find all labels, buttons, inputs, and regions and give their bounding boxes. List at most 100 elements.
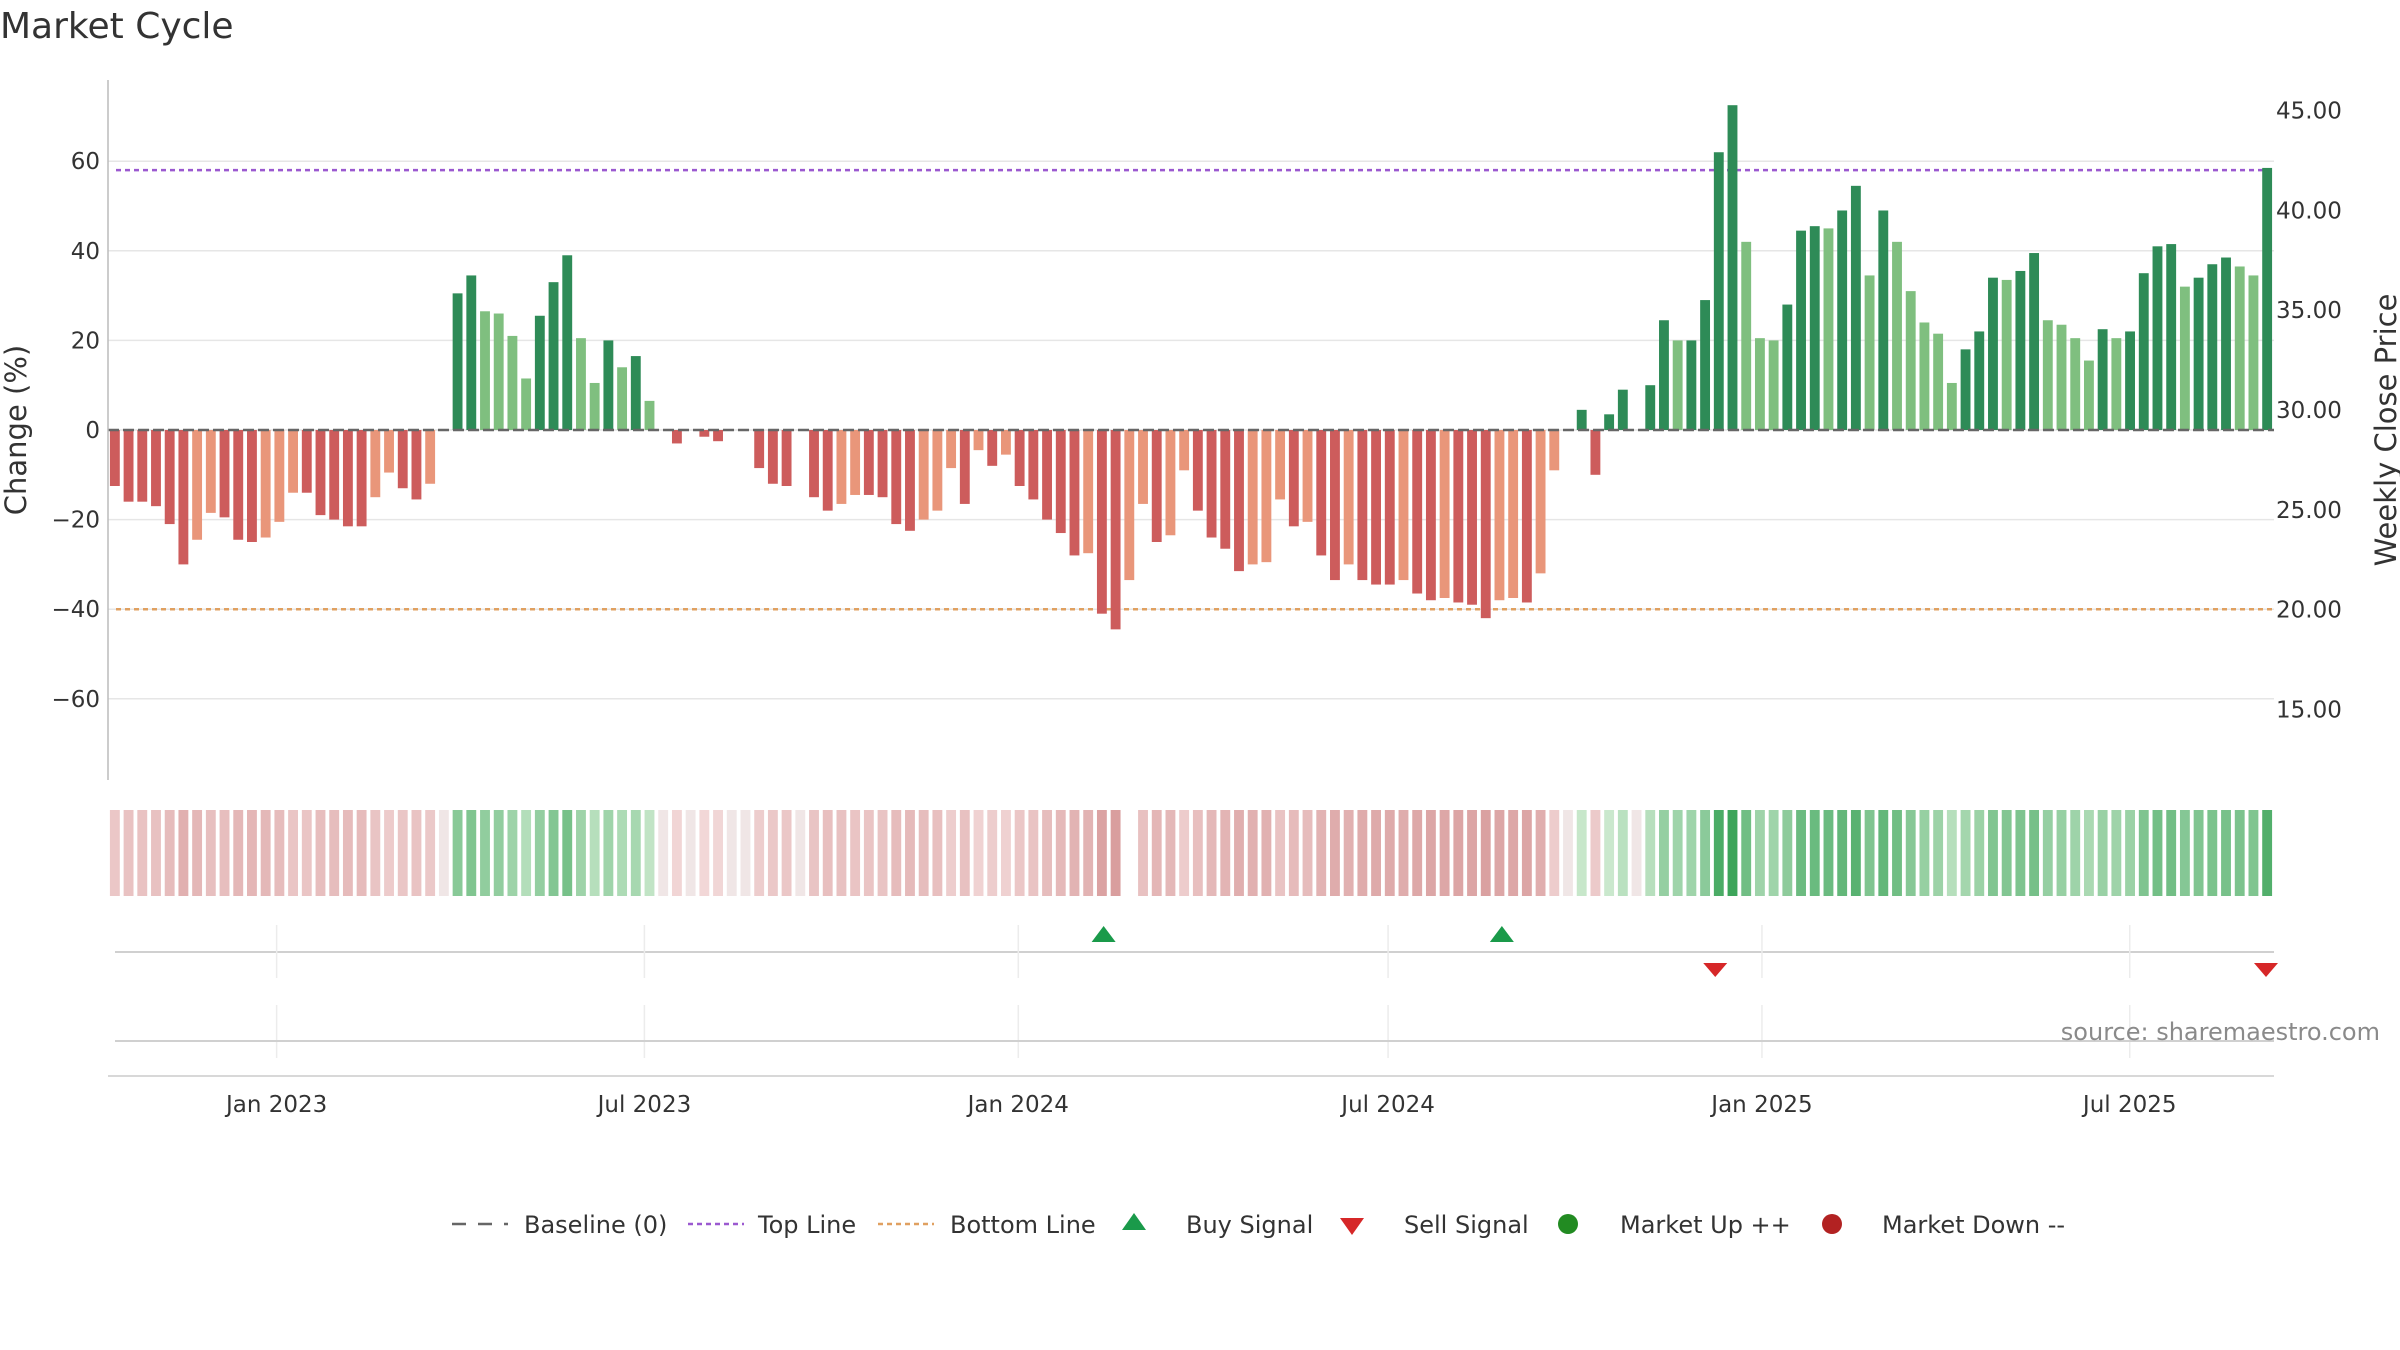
- bar: [1357, 430, 1368, 581]
- heat-cell: [959, 810, 970, 896]
- x-tick-label: Jul 2024: [1339, 1092, 1435, 1118]
- heat-cell: [192, 810, 203, 896]
- heat-cell: [685, 810, 696, 896]
- bar: [1988, 277, 1998, 430]
- bar: [2111, 338, 2122, 430]
- bar: [562, 255, 573, 430]
- bar: [1192, 430, 1203, 511]
- heat-cell: [850, 810, 861, 896]
- heat-cell: [1892, 810, 1902, 896]
- heat-cell: [2111, 810, 2122, 896]
- bar: [507, 335, 518, 430]
- heat-cell: [1261, 810, 1272, 896]
- bar: [1782, 304, 1793, 430]
- heat-cell: [809, 810, 819, 896]
- heat-cell: [1754, 810, 1765, 896]
- bar: [123, 430, 134, 502]
- heat-cell: [2042, 810, 2053, 896]
- bar: [397, 430, 408, 489]
- bar: [288, 430, 298, 493]
- legend: Baseline (0) Top Line Bottom Line Buy Signa…: [452, 1211, 2065, 1239]
- bar: [2001, 279, 2012, 430]
- bar: [1713, 152, 1724, 431]
- bar: [1151, 430, 1162, 542]
- heat-cell: [726, 810, 737, 896]
- x-tick-label: Jan 2024: [966, 1092, 1069, 1118]
- heat-cell: [713, 810, 723, 896]
- bar: [534, 315, 545, 430]
- heat-cell: [1480, 810, 1491, 896]
- bar: [877, 430, 888, 498]
- bar: [1412, 430, 1423, 594]
- heat-cell: [1919, 810, 1930, 896]
- bar: [1069, 430, 1080, 556]
- bar: [1055, 430, 1066, 534]
- bar: [1302, 430, 1313, 522]
- heat-cell: [1316, 810, 1327, 896]
- heat-cell: [836, 810, 847, 896]
- heat-cell: [1220, 810, 1231, 896]
- bar: [836, 430, 847, 504]
- heat-cell: [1302, 810, 1313, 896]
- heat-cell: [1576, 810, 1587, 896]
- heat-cell: [1988, 810, 1998, 896]
- bar: [1919, 322, 1930, 430]
- bar: [905, 430, 915, 531]
- bar: [1686, 340, 1697, 430]
- heat-cell: [2015, 810, 2026, 896]
- heat-cell: [1864, 810, 1875, 896]
- heat-cell: [2029, 810, 2040, 896]
- heat-cell: [1206, 810, 1217, 896]
- heat-cell: [1768, 810, 1779, 896]
- bar: [918, 430, 929, 520]
- bar: [274, 430, 285, 522]
- heat-cell: [342, 810, 353, 896]
- heat-cell: [946, 810, 957, 896]
- heat-cell: [781, 810, 792, 896]
- x-tick-label: Jul 2025: [2081, 1092, 2177, 1118]
- heat-cell: [1878, 810, 1889, 896]
- heat-cell: [1521, 810, 1532, 896]
- y-tick-label: 20: [71, 328, 100, 354]
- bars: [108, 105, 2274, 630]
- y2-tick-label: 45.00: [2276, 99, 2342, 125]
- bar: [1946, 382, 1957, 430]
- bar: [1727, 105, 1738, 430]
- heat-cell: [2097, 810, 2108, 896]
- bar: [2221, 257, 2231, 430]
- bar: [151, 430, 161, 507]
- legend-label: Buy Signal: [1186, 1211, 1313, 1239]
- bar: [932, 430, 943, 511]
- heat-cell: [1549, 810, 1560, 896]
- bar: [1439, 430, 1450, 598]
- bar: [411, 430, 422, 500]
- heat-cell: [2179, 810, 2190, 896]
- heat-cell: [1357, 810, 1368, 896]
- bar: [1878, 210, 1889, 430]
- bar: [370, 430, 381, 498]
- bar: [603, 340, 614, 430]
- sell-signal-marker: [2254, 963, 2278, 977]
- heat-cell: [329, 810, 340, 896]
- bar: [1933, 333, 1944, 430]
- bar: [219, 430, 230, 518]
- heat-cell: [863, 810, 874, 896]
- heat-cell: [1234, 810, 1244, 896]
- bar: [109, 430, 120, 486]
- bar: [699, 430, 710, 437]
- heat-cell: [1905, 810, 1916, 896]
- bar: [425, 430, 436, 484]
- bar: [1001, 430, 1011, 455]
- heat-cell: [1933, 810, 1944, 896]
- heat-cell: [1330, 810, 1340, 896]
- heat-cell: [1069, 810, 1080, 896]
- heat-cell: [1467, 810, 1477, 896]
- heat-cell: [1083, 810, 1094, 896]
- bar: [1960, 349, 1971, 430]
- heat-cell: [205, 810, 216, 896]
- heat-cell: [1151, 810, 1162, 896]
- legend-buy-icon: [1122, 1213, 1146, 1230]
- heat-cell: [233, 810, 244, 896]
- heat-cell: [109, 810, 120, 896]
- buy-signal-marker: [1489, 926, 1514, 942]
